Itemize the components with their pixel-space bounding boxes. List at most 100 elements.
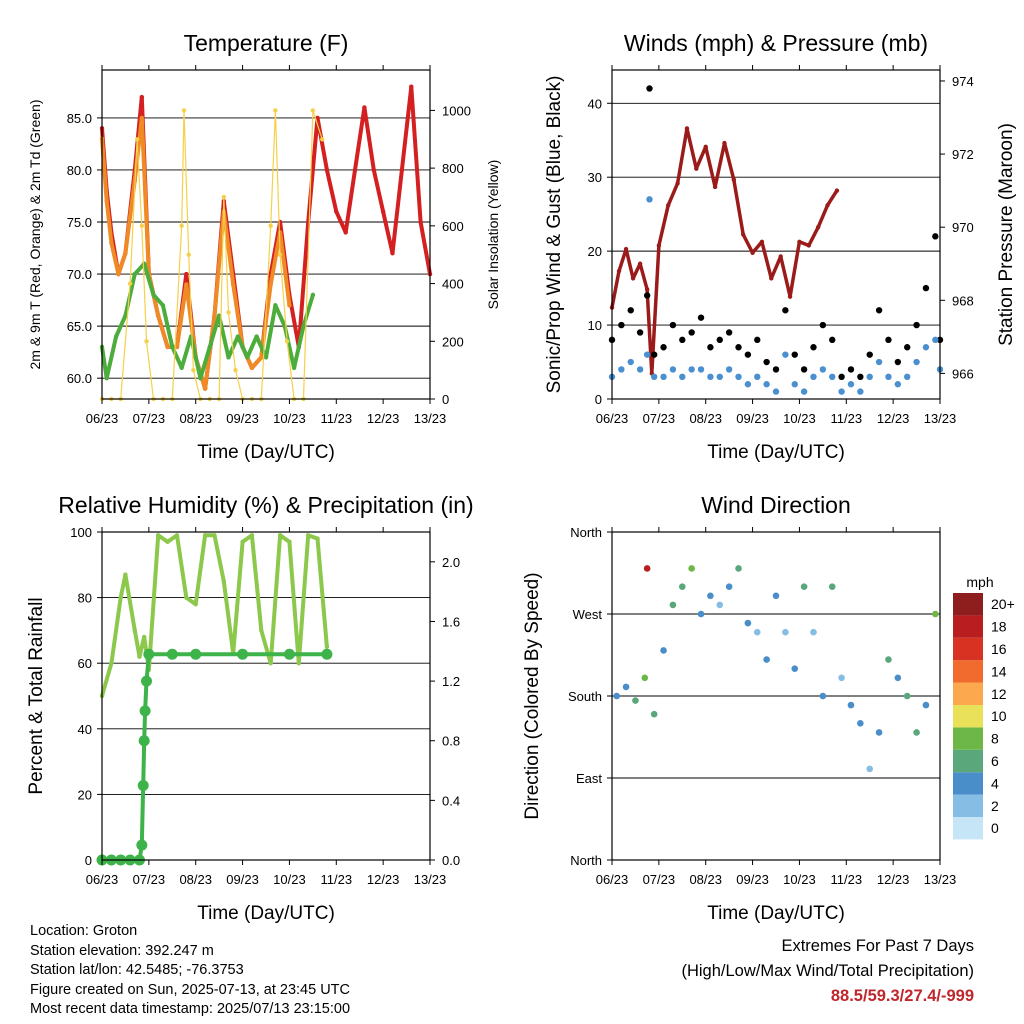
data-point	[847, 381, 855, 388]
data-point	[716, 373, 723, 381]
x-tick-label: 07/23	[643, 411, 676, 426]
y-tick-label: North	[570, 853, 602, 868]
figure-created: Figure created on Sun, 2025-07-13, at 23…	[30, 981, 350, 998]
plot-frame	[611, 531, 941, 861]
data-point	[166, 648, 178, 660]
direction-point	[828, 583, 836, 590]
data-point	[109, 661, 114, 666]
plot-frame	[101, 531, 431, 861]
data-point	[675, 181, 680, 186]
y-tick-label: 0	[85, 853, 92, 868]
data-point	[643, 292, 651, 299]
data-point	[240, 539, 245, 545]
extremes-box: Extremes For Past 7 Days (High/Low/Max W…	[681, 934, 974, 1009]
data-point	[202, 386, 208, 391]
data-point	[139, 705, 151, 717]
chart-panel-2: Winds (mph) & Pressure (mb) 0 10 20 30 40 966 9…	[544, 30, 1017, 463]
direction-point	[669, 601, 677, 609]
direction-point	[650, 710, 658, 718]
data-point	[212, 533, 217, 538]
direction-point	[697, 610, 705, 618]
y2-tick-label: 970	[952, 220, 974, 235]
data-point	[184, 282, 189, 287]
x-tick-label: 12/23	[877, 872, 910, 887]
data-point	[857, 373, 864, 381]
x-tick-label: 09/23	[226, 411, 259, 426]
data-point	[141, 634, 147, 640]
data-point	[212, 313, 217, 318]
y-tick-label: 60	[78, 656, 92, 671]
data-point	[643, 351, 651, 358]
y2-axis-title: Station Pressure (Maroon)	[996, 123, 1017, 346]
data-point	[778, 254, 783, 259]
x-tick-label: 09/23	[736, 411, 769, 426]
data-point	[703, 144, 708, 149]
direction-point	[810, 628, 817, 636]
data-point	[284, 339, 290, 344]
data-point	[772, 366, 780, 373]
data-point	[627, 358, 634, 366]
data-point	[660, 344, 667, 351]
data-point	[754, 336, 761, 344]
colorbar-label: 18	[991, 619, 1007, 635]
data-point	[806, 243, 811, 248]
data-point	[343, 230, 348, 235]
chart-panel-4: Wind Direction North East South West North 06/…	[522, 492, 1015, 924]
x-tick-label: 11/23	[830, 411, 862, 426]
direction-point	[885, 656, 892, 663]
data-point	[249, 533, 255, 538]
x-tick-label: 13/23	[414, 411, 447, 426]
data-point	[904, 373, 911, 381]
recent-timestamp: Most recent data timestamp: 2025/07/13 2…	[30, 1001, 351, 1017]
data-point	[136, 839, 148, 851]
data-point	[697, 366, 705, 373]
y-tick-label: 80	[78, 591, 92, 606]
colorbar-label: 12	[991, 686, 1007, 702]
data-point	[254, 334, 259, 339]
x-tick-label: 06/23	[596, 872, 629, 887]
x-tick-label: 11/23	[320, 872, 352, 887]
direction-point	[763, 656, 770, 663]
data-point	[237, 648, 249, 660]
data-point	[666, 203, 671, 208]
direction-point	[913, 729, 920, 736]
station-info: Location: Groton Station elevation: 392.…	[30, 922, 350, 1020]
data-point	[174, 344, 180, 350]
x-tick-label: 10/23	[273, 411, 306, 426]
data-point	[885, 336, 892, 344]
data-point	[627, 307, 634, 314]
direction-point	[894, 674, 902, 682]
data-point	[646, 196, 653, 203]
data-point	[226, 355, 231, 360]
y-tick-label: 40	[78, 722, 92, 737]
colorbar-label: 0	[991, 820, 999, 836]
colorbar-label: 8	[991, 731, 999, 747]
direction-point	[660, 647, 667, 654]
chart-title: Wind Direction	[701, 492, 851, 518]
data-point	[320, 137, 325, 142]
y-tick-label: 70.0	[67, 267, 92, 282]
data-point	[141, 675, 153, 687]
direction-point	[716, 601, 724, 609]
data-point	[644, 287, 650, 292]
data-point	[296, 661, 301, 666]
x-tick-label: 06/23	[596, 411, 629, 426]
x-tick-label: 08/23	[689, 872, 722, 887]
data-point	[263, 355, 269, 360]
y-tick-label: 40	[588, 96, 602, 111]
data-point	[186, 252, 191, 257]
x-tick-label: 11/23	[830, 872, 862, 887]
direction-point	[903, 692, 911, 700]
data-point	[334, 209, 339, 214]
data-point	[184, 271, 189, 277]
direction-point	[875, 729, 883, 736]
y2-tick-label: 972	[952, 147, 974, 162]
data-point	[156, 533, 161, 538]
chart-panel-3: Relative Humidity (%) & Precipitation (i…	[26, 492, 474, 924]
direction-point	[847, 701, 855, 709]
data-point	[104, 375, 109, 381]
direction-point	[641, 674, 649, 682]
x-tick-label: 10/23	[783, 872, 816, 887]
data-point	[273, 108, 278, 113]
data-point	[646, 85, 653, 92]
